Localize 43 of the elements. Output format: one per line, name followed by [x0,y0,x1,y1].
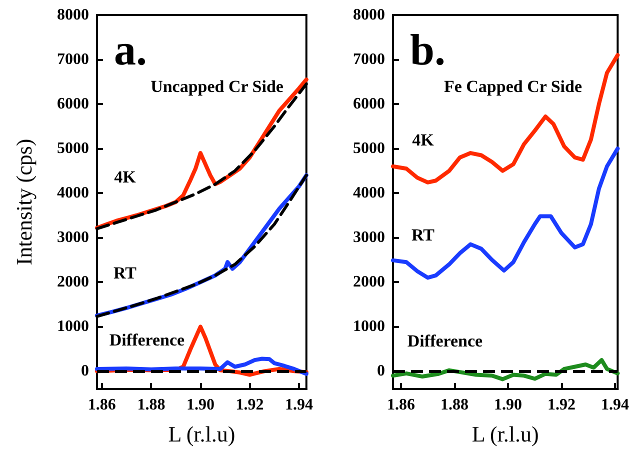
y-tick-label: 2000 [353,274,385,291]
line-series [391,146,620,280]
y-tick-label: 3000 [57,229,89,246]
annotation: 4K [114,168,137,186]
x-tick-label: 1.86 [88,396,116,414]
y-tick-label: 4000 [57,184,89,202]
x-tick-label: 1.88 [137,396,166,414]
y-tick-label: 6000 [57,96,89,113]
annotation: Difference [109,330,186,350]
y-tick-label: 0 [377,362,385,380]
x-tick-label: 1.90 [186,396,214,414]
x-tick-label: 1.88 [440,396,469,414]
y-tick-label: 2000 [57,274,89,291]
annotation: 4K [412,130,435,150]
annotation: RT [411,226,436,244]
annotation: RT [113,264,138,282]
x-axis-title: L (r.l.u) [472,422,539,446]
text: Uncapped Cr Side [150,77,284,96]
chart-title: b. [410,26,446,74]
x-tick-label: 1.90 [494,396,522,414]
x-axis-title: L (r.l.u) [168,422,236,446]
y-tick-label: 0 [81,362,89,380]
x-tick-label: 1.94 [601,396,629,414]
y-tick-label: 8000 [57,6,89,24]
y-tick-label: 4000 [353,184,385,202]
chart-title: a. [114,26,147,74]
y-tick-label: 6000 [353,96,385,113]
y-tick-label: 7000 [57,51,89,68]
x-tick-label: 1.86 [387,396,416,414]
y-tick-label: 8000 [353,6,385,24]
y-tick-label: 1000 [353,318,385,336]
line-series [95,356,308,376]
y-tick-label: 1000 [57,318,89,336]
y-tick-label: 7000 [353,51,385,68]
y-tick-label: 5000 [353,140,385,158]
x-tick-label: 1.94 [285,396,313,414]
annotation: Difference [407,332,484,350]
text: Fe Capped Cr Side [444,77,582,96]
x-tick-label: 1.92 [236,396,264,414]
y-axis-title: Intensity (cps) [12,138,36,266]
y-tick-label: 5000 [57,140,89,158]
y-tick-label: 3000 [353,229,385,246]
x-tick-label: 1.92 [548,396,576,414]
